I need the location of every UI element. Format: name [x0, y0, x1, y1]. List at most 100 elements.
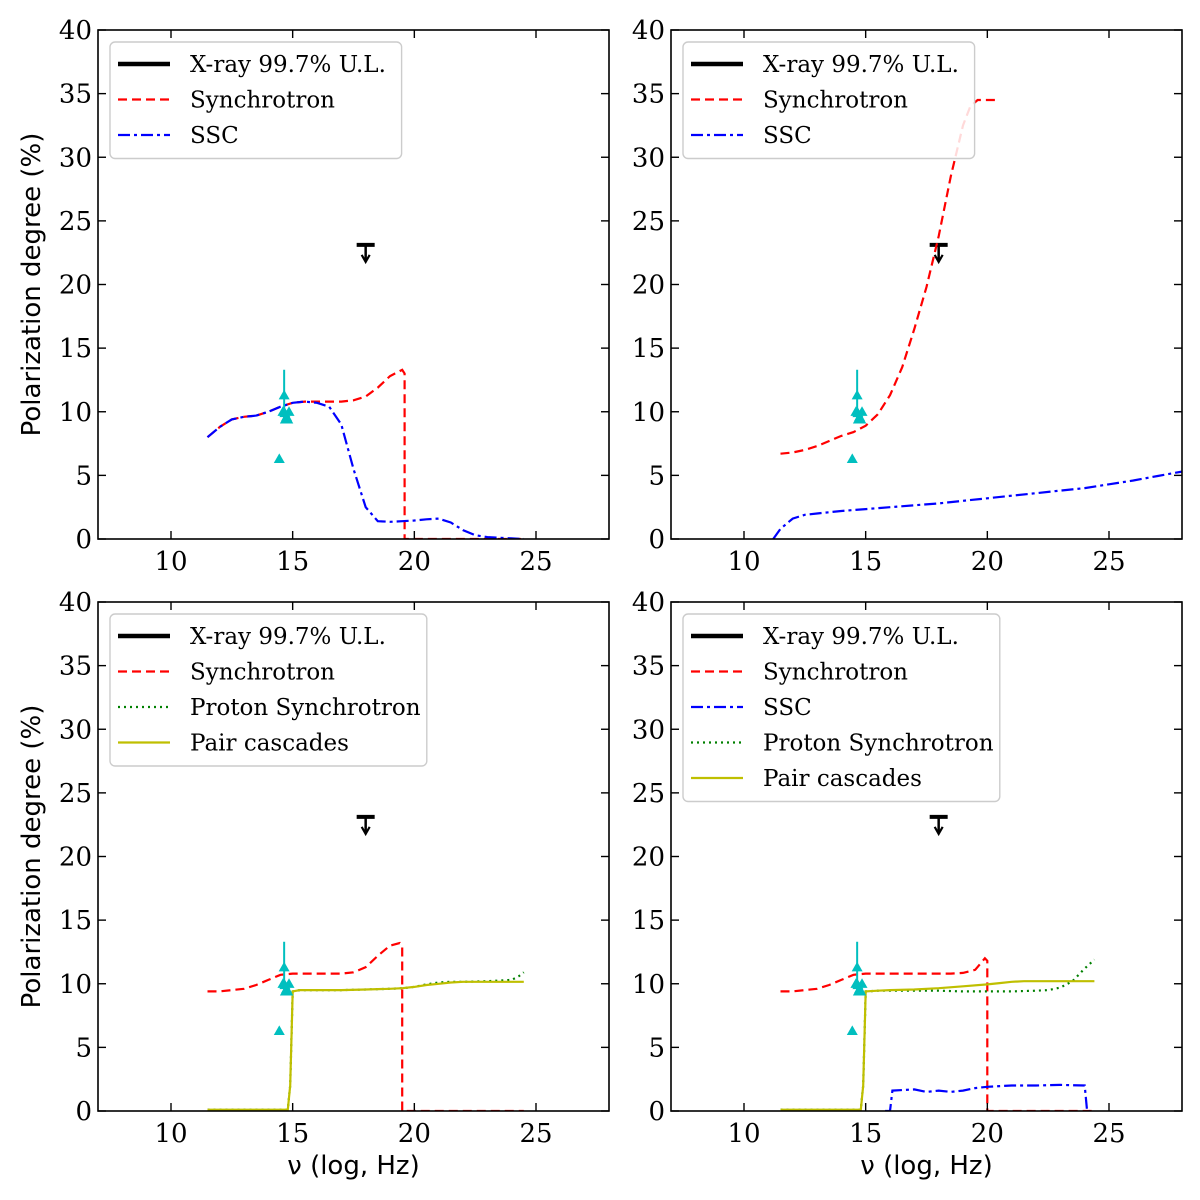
optical-data-point [855, 413, 867, 424]
optical-data-point [856, 406, 868, 416]
y-tick-label: 20 [632, 271, 665, 301]
x-axis-title: ν (log, Hz) [860, 1151, 992, 1181]
series-synchrotron-line [206, 368, 524, 539]
xray-upper-limit-marker [356, 814, 375, 837]
legend: X-ray 99.7% U.L. Synchrotron SSC [109, 41, 403, 160]
y-tick-label: 30 [632, 715, 665, 745]
panel-bottom-left: 10 15 20 25 0 5 10 15 20 25 30 35 40 Polarization deg… [17, 588, 610, 1181]
svg-text:SSC: SSC [763, 123, 812, 149]
x-tick-label: 20 [398, 1119, 431, 1149]
legend-item-pair-cascades: Pair cascades [118, 731, 349, 757]
optical-data-point [851, 389, 863, 400]
y-tick-label: 25 [59, 207, 92, 237]
optical-data-point [278, 389, 290, 400]
y-tick-label: 5 [75, 1033, 92, 1063]
panel-top-left: 10 15 20 25 0 5 10 15 20 25 30 35 40 Polarization deg… [17, 16, 610, 577]
x-axis-title: ν (log, Hz) [287, 1151, 419, 1181]
legend-item-x-ray-99-7-u-l: X-ray 99.7% U.L. [691, 52, 959, 78]
y-axis-title: Polarization degree (%) [17, 705, 47, 1009]
series-synchrotron-line [207, 941, 524, 1111]
x-tick-label: 15 [849, 1119, 882, 1149]
panel-top-right: 10 15 20 25 0 5 10 15 20 25 30 35 40 X-ray 99.7% U.L.… [632, 16, 1183, 577]
legend-item-proton-synchrotron: Proton Synchrotron [118, 695, 421, 721]
legend-item-pair-cascades: Pair cascades [691, 766, 922, 792]
legend-box [109, 41, 403, 160]
legend-item-synchrotron: Synchrotron [691, 88, 908, 114]
x-tick-label: 10 [154, 1119, 187, 1149]
legend-box [682, 41, 976, 160]
optical-data-point [273, 453, 285, 463]
optical-data-point [283, 406, 295, 416]
x-tick-label: 25 [1092, 1119, 1125, 1149]
optical-data-point [273, 1025, 285, 1035]
optical-data-point [846, 1025, 858, 1035]
y-tick-label: 30 [59, 143, 92, 173]
y-tick-label: 35 [59, 80, 92, 110]
x-tick-label: 25 [1092, 547, 1125, 577]
optical-data-point [282, 413, 294, 424]
legend-item-ssc: SSC [118, 123, 239, 149]
x-tick-label: 25 [519, 547, 552, 577]
svg-text:X-ray 99.7% U.L.: X-ray 99.7% U.L. [190, 52, 386, 78]
legend-item-synchrotron: Synchrotron [118, 88, 335, 114]
y-tick-label: 30 [59, 715, 92, 745]
legend: X-ray 99.7% U.L. Synchrotron Proton Synchr… [109, 613, 428, 767]
y-tick-label: 20 [632, 843, 665, 873]
legend-item-x-ray-99-7-u-l: X-ray 99.7% U.L. [118, 624, 386, 650]
xray-upper-limit-marker [356, 242, 375, 265]
svg-text:Synchrotron: Synchrotron [763, 88, 908, 114]
panel-bottom-right: 10 15 20 25 0 5 10 15 20 25 30 35 40 ν (log, Hz) X-ray… [632, 588, 1183, 1181]
optical-data-point [856, 978, 868, 988]
y-tick-label: 35 [632, 80, 665, 110]
xray-upper-limit-marker [929, 242, 948, 265]
svg-text:Pair cascades: Pair cascades [763, 766, 922, 792]
y-tick-label: 0 [75, 1097, 92, 1127]
y-tick-label: 10 [59, 970, 92, 1000]
y-tick-label: 15 [632, 906, 665, 936]
y-tick-label: 10 [632, 970, 665, 1000]
series-synchrotron-line [780, 956, 1092, 1111]
y-tick-label: 40 [59, 16, 92, 46]
legend-item-proton-synchrotron: Proton Synchrotron [691, 731, 994, 757]
legend-item-ssc: SSC [691, 695, 812, 721]
y-tick-label: 10 [59, 398, 92, 428]
legend-item-synchrotron: Synchrotron [691, 660, 908, 686]
svg-text:Proton Synchrotron: Proton Synchrotron [190, 695, 421, 721]
y-tick-label: 25 [632, 779, 665, 809]
y-tick-label: 40 [59, 588, 92, 618]
series-proton-synchrotron-line [780, 958, 1096, 1111]
y-axis-title: Polarization degree (%) [17, 133, 47, 437]
y-tick-label: 5 [648, 461, 665, 491]
y-tick-label: 15 [632, 334, 665, 364]
plot-area [206, 242, 524, 539]
x-tick-label: 20 [398, 547, 431, 577]
y-tick-label: 15 [59, 334, 92, 364]
svg-text:X-ray 99.7% U.L.: X-ray 99.7% U.L. [763, 624, 959, 650]
x-tick-label: 15 [276, 547, 309, 577]
svg-text:X-ray 99.7% U.L.: X-ray 99.7% U.L. [190, 624, 386, 650]
plot-area [207, 814, 525, 1111]
x-tick-label: 20 [971, 547, 1004, 577]
plot-area [780, 814, 1096, 1111]
y-tick-label: 30 [632, 143, 665, 173]
xray-upper-limit-marker [929, 814, 948, 837]
legend-item-x-ray-99-7-u-l: X-ray 99.7% U.L. [691, 624, 959, 650]
series-ssc-line [772, 470, 1182, 539]
legend-box [682, 613, 1001, 803]
y-tick-label: 40 [632, 16, 665, 46]
y-tick-label: 40 [632, 588, 665, 618]
svg-text:Proton Synchrotron: Proton Synchrotron [763, 731, 994, 757]
plot-area [772, 98, 1182, 539]
y-tick-label: 20 [59, 271, 92, 301]
y-tick-label: 5 [648, 1033, 665, 1063]
x-tick-label: 10 [727, 547, 760, 577]
legend: X-ray 99.7% U.L. Synchrotron SSC Proton Syn… [682, 613, 1001, 803]
y-tick-label: 25 [59, 779, 92, 809]
y-tick-label: 20 [59, 843, 92, 873]
y-tick-label: 35 [632, 652, 665, 682]
x-tick-label: 15 [849, 547, 882, 577]
series-proton-synchrotron-line [207, 971, 525, 1111]
legend: X-ray 99.7% U.L. Synchrotron SSC [682, 41, 976, 160]
y-tick-label: 25 [632, 207, 665, 237]
